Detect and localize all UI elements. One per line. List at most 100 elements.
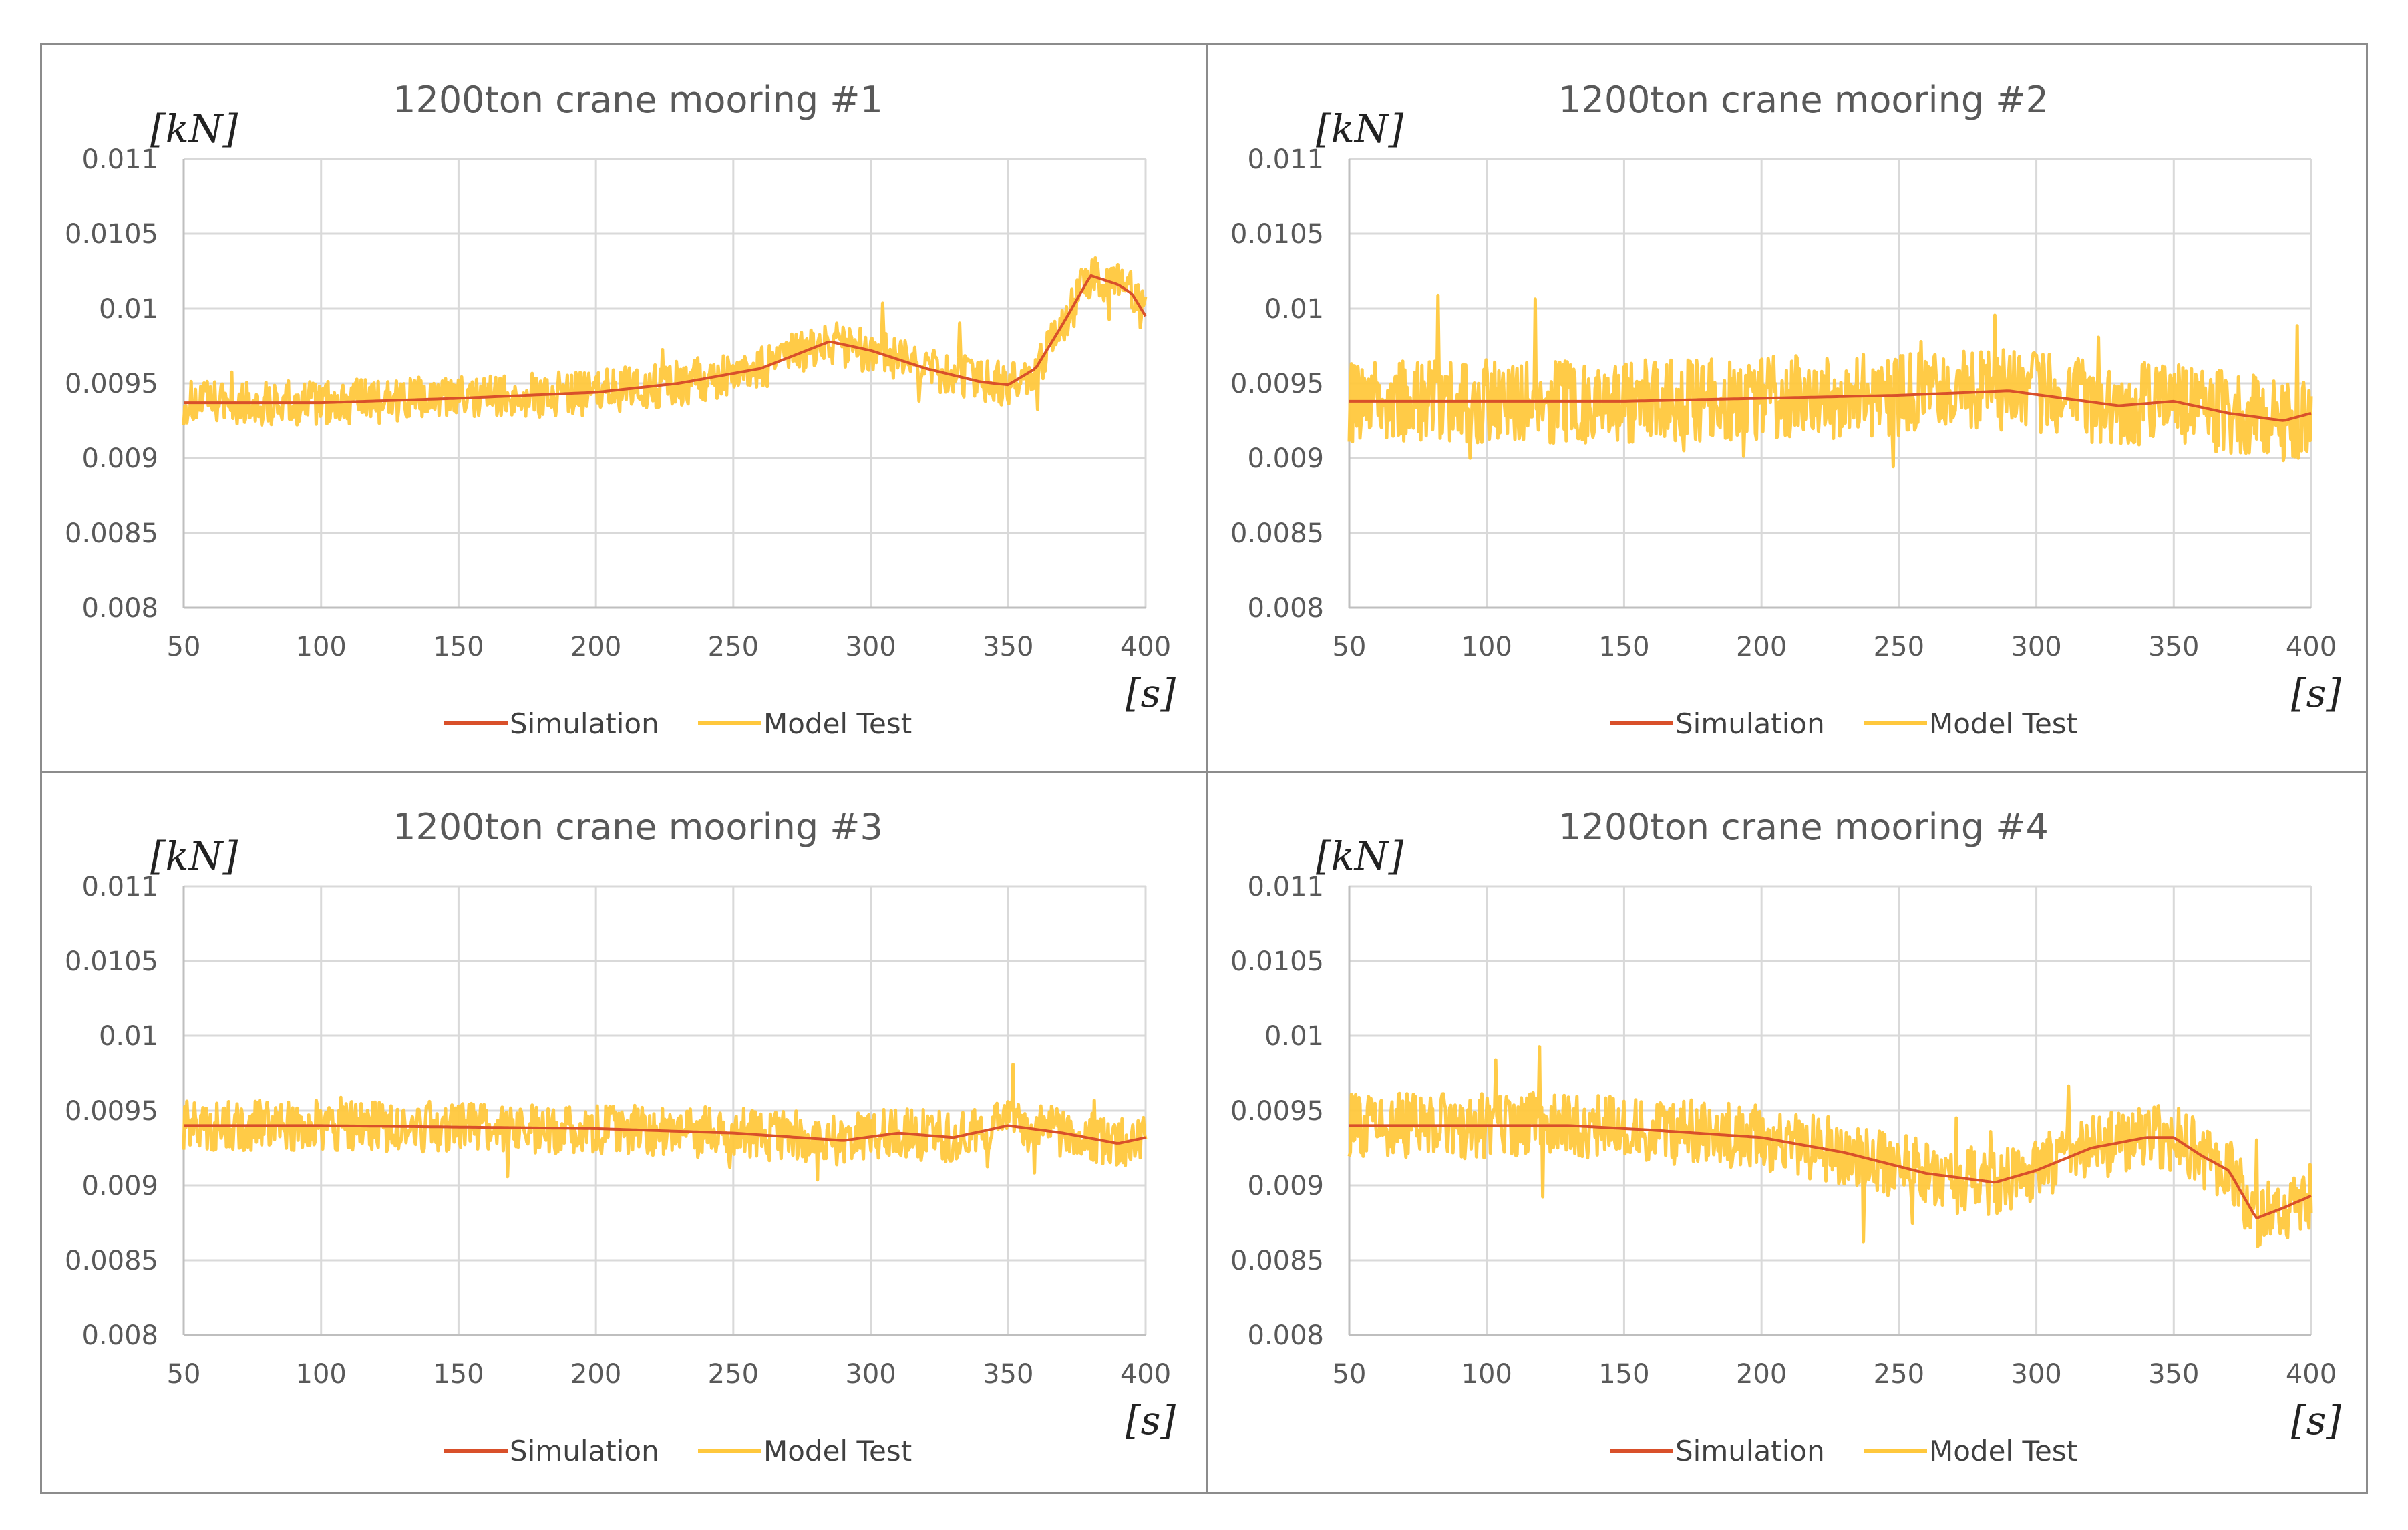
chart-title: 1200ton crane mooring #2 bbox=[1558, 79, 2049, 121]
x-tick-label: 100 bbox=[296, 632, 347, 662]
series-model-test bbox=[1347, 1045, 2313, 1248]
x-tick-label: 50 bbox=[1333, 1359, 1367, 1390]
vertical-divider bbox=[1206, 45, 1208, 1492]
y-tick-label: 0.0085 bbox=[65, 518, 158, 549]
x-tick-label: 250 bbox=[708, 1359, 759, 1390]
x-tick-label: 100 bbox=[296, 1359, 347, 1390]
legend-label-model-test: Model Test bbox=[763, 707, 912, 740]
y-tick-label: 0.0095 bbox=[65, 1096, 158, 1127]
y-tick-label: 0.009 bbox=[81, 443, 158, 474]
legend: Simulation Model Test bbox=[444, 1435, 912, 1467]
y-tick-label: 0.009 bbox=[1247, 443, 1324, 474]
legend-label-simulation: Simulation bbox=[1675, 1435, 1825, 1467]
legend-label-simulation: Simulation bbox=[1675, 707, 1825, 740]
y-tick-label: 0.0105 bbox=[65, 219, 158, 250]
series-simulation bbox=[1349, 1124, 2312, 1219]
y-tick-label: 0.011 bbox=[1247, 872, 1324, 902]
x-tick-label: 400 bbox=[2286, 632, 2337, 662]
chart-title: 1200ton crane mooring #4 bbox=[1558, 806, 2049, 848]
y-tick-label: 0.0085 bbox=[65, 1246, 158, 1276]
chart-cell-4: 1200ton crane mooring #4 [kN] [s] 50 100 150 2… bbox=[1208, 773, 2371, 1498]
x-tick-label: 100 bbox=[1461, 1359, 1512, 1390]
x-tick-label: 200 bbox=[1736, 1359, 1787, 1390]
chart-cell-2: 1200ton crane mooring #2 [kN] [s] 50 100 150 2… bbox=[1208, 45, 2371, 771]
y-tick-label: 0.0085 bbox=[1230, 1246, 1324, 1276]
y-unit-label: [kN] bbox=[1316, 833, 1404, 879]
y-tick-label: 0.011 bbox=[81, 144, 158, 175]
y-tick-label: 0.0105 bbox=[1230, 219, 1324, 250]
y-unit-label: [kN] bbox=[150, 833, 238, 879]
legend: Simulation Model Test bbox=[1610, 1435, 2077, 1467]
y-tick-label: 0.008 bbox=[1247, 593, 1324, 624]
x-tick-label: 150 bbox=[433, 632, 484, 662]
legend-label-simulation: Simulation bbox=[510, 1435, 659, 1467]
chart-cell-3: 1200ton crane mooring #3 [kN] [s] 50 100 150 2… bbox=[42, 773, 1206, 1498]
y-tick-label: 0.0095 bbox=[1230, 1096, 1324, 1127]
chart-cell-1: 1200ton crane mooring #1 [kN] [s] 50 100 150 2… bbox=[42, 45, 1206, 771]
y-tick-label: 0.009 bbox=[81, 1171, 158, 1201]
legend-label-model-test: Model Test bbox=[1929, 707, 2077, 740]
y-tick-label: 0.011 bbox=[81, 872, 158, 902]
series-model-test bbox=[182, 256, 1148, 427]
y-tick-label: 0.008 bbox=[1247, 1320, 1324, 1351]
y-tick-label: 0.008 bbox=[81, 593, 158, 624]
x-tick-label: 50 bbox=[167, 632, 201, 662]
y-tick-label: 0.011 bbox=[1247, 144, 1324, 175]
y-tick-label: 0.008 bbox=[81, 1320, 158, 1351]
y-tick-label: 0.01 bbox=[99, 1021, 158, 1052]
y-unit-label: [kN] bbox=[1316, 106, 1404, 152]
x-unit-label: [s] bbox=[1126, 671, 1176, 716]
y-tick-label: 0.0085 bbox=[1230, 518, 1324, 549]
legend-label-model-test: Model Test bbox=[763, 1435, 912, 1467]
y-tick-label: 0.01 bbox=[1264, 294, 1324, 325]
series-simulation bbox=[1349, 389, 2312, 422]
legend: Simulation Model Test bbox=[1610, 707, 2077, 740]
x-tick-label: 250 bbox=[1874, 1359, 1924, 1390]
y-unit-label: [kN] bbox=[150, 106, 238, 152]
series-simulation bbox=[184, 274, 1147, 405]
x-tick-label: 200 bbox=[570, 632, 621, 662]
figure-panel: 1200ton crane mooring #1 [kN] [s] 50 100 150 2… bbox=[40, 43, 2368, 1494]
x-tick-label: 300 bbox=[845, 1359, 896, 1390]
x-tick-label: 150 bbox=[1598, 632, 1649, 662]
x-tick-label: 400 bbox=[2286, 1359, 2337, 1390]
chart-mooring-1: 1200ton crane mooring #1 [kN] [s] 50 100 150 2… bbox=[65, 79, 1176, 740]
x-tick-label: 50 bbox=[167, 1359, 201, 1390]
x-unit-label: [s] bbox=[2291, 1398, 2341, 1443]
y-tick-label: 0.0095 bbox=[1230, 369, 1324, 399]
series-simulation bbox=[184, 1124, 1146, 1145]
y-tick-label: 0.0105 bbox=[65, 946, 158, 977]
x-unit-label: [s] bbox=[2291, 671, 2341, 716]
series-model-test bbox=[182, 1063, 1148, 1182]
x-tick-label: 300 bbox=[2011, 1359, 2061, 1390]
chart-title: 1200ton crane mooring #1 bbox=[393, 79, 883, 121]
x-tick-label: 50 bbox=[1333, 632, 1367, 662]
x-tick-label: 300 bbox=[845, 632, 896, 662]
legend-label-simulation: Simulation bbox=[510, 707, 659, 740]
x-tick-label: 150 bbox=[433, 1359, 484, 1390]
horizontal-divider bbox=[42, 771, 2366, 773]
chart-title: 1200ton crane mooring #3 bbox=[393, 806, 883, 848]
x-tick-label: 150 bbox=[1598, 1359, 1649, 1390]
y-tick-label: 0.01 bbox=[1264, 1021, 1324, 1052]
x-tick-label: 200 bbox=[570, 1359, 621, 1390]
x-tick-label: 350 bbox=[2148, 632, 2199, 662]
x-tick-label: 400 bbox=[1120, 1359, 1171, 1390]
x-tick-label: 350 bbox=[2148, 1359, 2199, 1390]
y-tick-label: 0.0095 bbox=[65, 369, 158, 399]
x-tick-label: 350 bbox=[983, 1359, 1033, 1390]
x-unit-label: [s] bbox=[1126, 1398, 1176, 1443]
chart-mooring-2: 1200ton crane mooring #2 [kN] [s] 50 100 150 2… bbox=[1230, 79, 2341, 740]
y-tick-label: 0.0105 bbox=[1230, 946, 1324, 977]
x-tick-label: 250 bbox=[708, 632, 759, 662]
x-tick-label: 350 bbox=[983, 632, 1033, 662]
chart-mooring-4: 1200ton crane mooring #4 [kN] [s] 50 100 150 2… bbox=[1230, 806, 2341, 1467]
legend-label-model-test: Model Test bbox=[1929, 1435, 2077, 1467]
x-tick-label: 100 bbox=[1461, 632, 1512, 662]
y-tick-label: 0.009 bbox=[1247, 1171, 1324, 1201]
chart-mooring-3: 1200ton crane mooring #3 [kN] [s] 50 100 150 2… bbox=[65, 806, 1176, 1467]
y-tick-label: 0.01 bbox=[99, 294, 158, 325]
x-tick-label: 300 bbox=[2011, 632, 2061, 662]
x-tick-label: 200 bbox=[1736, 632, 1787, 662]
legend: Simulation Model Test bbox=[444, 707, 912, 740]
